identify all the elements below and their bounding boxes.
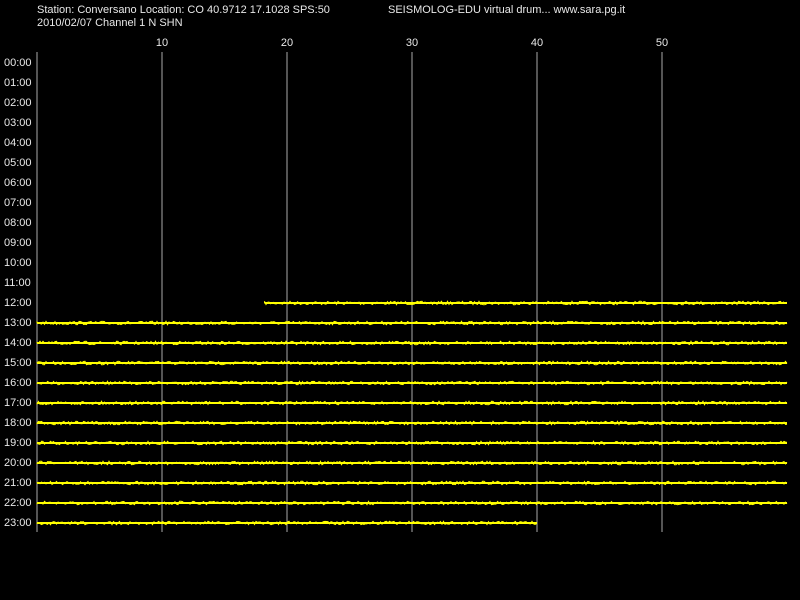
y-tick-label: 01:00 [4,77,32,89]
y-tick-label: 12:00 [4,297,32,309]
trace [37,382,787,384]
trace-noise [36,520,537,526]
trace-noise [36,340,788,346]
y-tick-label: 22:00 [4,497,32,509]
y-tick-label: 06:00 [4,177,32,189]
x-tick-label: 30 [406,37,418,49]
y-tick-label: 23:00 [4,517,32,529]
x-tick-label: 20 [281,37,293,49]
y-tick-label: 02:00 [4,97,32,109]
trace-noise [36,400,788,406]
x-tick-label: 40 [531,37,543,49]
y-tick-label: 19:00 [4,437,32,449]
trace-noise [36,320,788,326]
chart-subtitle: 2010/02/07 Channel 1 N SHN [37,17,183,29]
y-tick-label: 13:00 [4,317,32,329]
y-tick-label: 07:00 [4,197,32,209]
y-tick-label: 11:00 [4,277,31,289]
y-tick-label: 03:00 [4,117,32,129]
trace-noise [36,360,788,366]
y-tick-label: 00:00 [4,57,32,69]
x-tick-label: 50 [656,37,668,49]
chart-title: Station: Conversano Location: CO 40.9712… [37,4,330,16]
y-tick-label: 04:00 [4,137,32,149]
y-tick-label: 17:00 [4,397,32,409]
y-tick-label: 08:00 [4,217,32,229]
y-tick-label: 18:00 [4,417,32,429]
y-tick-label: 14:00 [4,337,32,349]
y-tick-label: 09:00 [4,237,32,249]
header-right: SEISMOLOG-EDU virtual drum... www.sara.p… [388,4,625,16]
trace [37,342,787,344]
y-tick-label: 05:00 [4,157,32,169]
trace-noise [264,300,787,306]
trace-noise [36,380,788,386]
y-tick-label: 16:00 [4,377,32,389]
trace-noise [36,500,788,506]
y-tick-label: 10:00 [4,257,32,269]
trace-noise [36,480,788,486]
trace-noise [36,440,788,446]
y-tick-label: 15:00 [4,357,32,369]
trace [37,482,787,484]
trace-noise [36,460,788,466]
y-tick-label: 21:00 [4,477,32,489]
trace-noise [36,420,788,426]
x-tick-label: 10 [156,37,168,49]
y-tick-label: 20:00 [4,457,32,469]
